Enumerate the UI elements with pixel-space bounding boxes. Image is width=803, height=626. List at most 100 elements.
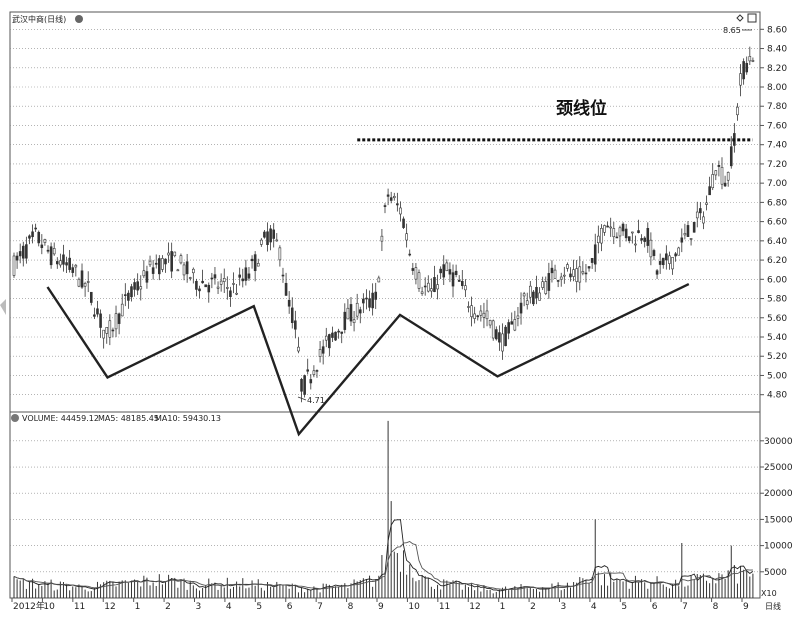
candle-body bbox=[658, 261, 662, 265]
candle-body bbox=[519, 302, 523, 314]
candle-body bbox=[686, 225, 690, 237]
candle-body bbox=[18, 251, 22, 257]
candle-body bbox=[148, 260, 152, 266]
price-tick-label: 5.40 bbox=[767, 333, 787, 343]
volume-legend-ma5: MA5: 48185.45 bbox=[98, 414, 159, 423]
candle-body bbox=[661, 257, 665, 266]
price-tick-label: 6.20 bbox=[767, 256, 787, 266]
candle-body bbox=[389, 197, 393, 201]
time-tick-label: 5 bbox=[256, 602, 262, 612]
candle-body bbox=[334, 331, 337, 341]
candle-body bbox=[59, 260, 62, 266]
price-tick-label: 5.60 bbox=[767, 314, 787, 324]
candle-body bbox=[717, 165, 721, 167]
candle-body bbox=[504, 326, 507, 347]
candle-body bbox=[631, 231, 634, 234]
candle-body bbox=[491, 320, 495, 339]
candle-body bbox=[392, 195, 396, 199]
candle-body bbox=[219, 280, 223, 285]
time-tick-label: 10 bbox=[43, 602, 55, 612]
window-controls[interactable] bbox=[736, 13, 757, 23]
candle-body bbox=[324, 335, 328, 341]
candle-body bbox=[454, 270, 458, 276]
time-tick-label: 8 bbox=[713, 602, 719, 612]
candle-body bbox=[55, 261, 59, 265]
candle-body bbox=[77, 278, 81, 287]
time-tick-label: 4 bbox=[591, 602, 597, 612]
candle-body bbox=[222, 278, 226, 282]
title-info-icon[interactable] bbox=[75, 15, 83, 23]
candle-body bbox=[634, 243, 637, 246]
candle-body bbox=[417, 272, 421, 289]
candle-body bbox=[736, 106, 739, 116]
candle-body bbox=[708, 186, 711, 196]
candle-body bbox=[501, 333, 504, 352]
candle-body bbox=[702, 216, 705, 224]
time-tick-label: 3 bbox=[196, 602, 202, 612]
time-tick-label: 11 bbox=[439, 602, 450, 612]
candle-body bbox=[680, 237, 684, 243]
candle-body bbox=[603, 225, 606, 233]
price-tick-label: 6.80 bbox=[767, 198, 787, 208]
candle-body bbox=[720, 166, 724, 185]
candle-body bbox=[374, 291, 378, 300]
candle-body bbox=[541, 281, 544, 288]
time-tick-label: 7 bbox=[317, 602, 323, 612]
candle-body bbox=[627, 236, 631, 242]
candle-body bbox=[176, 269, 180, 272]
candle-body bbox=[343, 311, 347, 330]
candle-body bbox=[250, 258, 254, 262]
volume-unit-label: X10 bbox=[761, 589, 777, 598]
price-tick-label: 7.80 bbox=[767, 102, 787, 112]
candle-body bbox=[430, 288, 433, 292]
candle-body bbox=[238, 274, 241, 278]
candle-body bbox=[294, 320, 297, 330]
candle-body bbox=[89, 291, 93, 303]
candle-body bbox=[210, 277, 214, 280]
candle-body bbox=[12, 255, 16, 276]
low-price-label: 4.71 bbox=[307, 396, 325, 405]
candle-body bbox=[529, 285, 532, 298]
candle-body bbox=[346, 307, 350, 320]
candle-body bbox=[473, 313, 476, 319]
candle-body bbox=[241, 278, 245, 282]
time-tick-label: 10 bbox=[408, 602, 420, 612]
candle-body bbox=[167, 252, 170, 256]
high-price-label: 8.65 bbox=[723, 26, 741, 35]
candle-body bbox=[188, 277, 192, 279]
candle-body bbox=[578, 266, 582, 283]
candle-body bbox=[278, 247, 282, 261]
candle-body bbox=[297, 346, 300, 352]
candle-body bbox=[572, 269, 575, 277]
volume-legend-icon[interactable] bbox=[11, 414, 19, 422]
candle-body bbox=[62, 254, 65, 265]
volume-tick-label: 15000 bbox=[764, 515, 793, 525]
candle-body bbox=[683, 233, 687, 236]
side-collapse-handle[interactable] bbox=[0, 299, 6, 315]
head-shoulders-pattern-line bbox=[46, 283, 690, 437]
candle-body bbox=[513, 319, 517, 331]
candle-body bbox=[127, 292, 130, 301]
time-tick-label: 9 bbox=[378, 602, 384, 612]
time-tick-label: 6 bbox=[652, 602, 658, 612]
candle-body bbox=[507, 322, 510, 334]
candle-body bbox=[232, 283, 235, 285]
time-tick-label: 11 bbox=[74, 602, 85, 612]
candle-body bbox=[133, 282, 136, 290]
candle-body bbox=[161, 258, 164, 270]
candle-body bbox=[439, 268, 442, 274]
price-tick-label: 4.80 bbox=[767, 391, 787, 401]
candle-body bbox=[173, 251, 177, 257]
panel-toggle-icon[interactable] bbox=[747, 13, 757, 23]
price-tick-label: 5.20 bbox=[767, 352, 787, 362]
candle-body bbox=[256, 263, 260, 267]
time-tick-label: 5 bbox=[621, 602, 627, 612]
candle-body bbox=[640, 238, 643, 241]
candle-body bbox=[426, 282, 430, 292]
candle-body bbox=[15, 255, 19, 261]
time-tick-label: 12 bbox=[469, 602, 480, 612]
chart-title: 武汉中商(日线) bbox=[12, 14, 66, 24]
candle-body bbox=[689, 238, 693, 240]
diamond-icon[interactable] bbox=[736, 14, 744, 22]
candle-body bbox=[745, 62, 749, 73]
